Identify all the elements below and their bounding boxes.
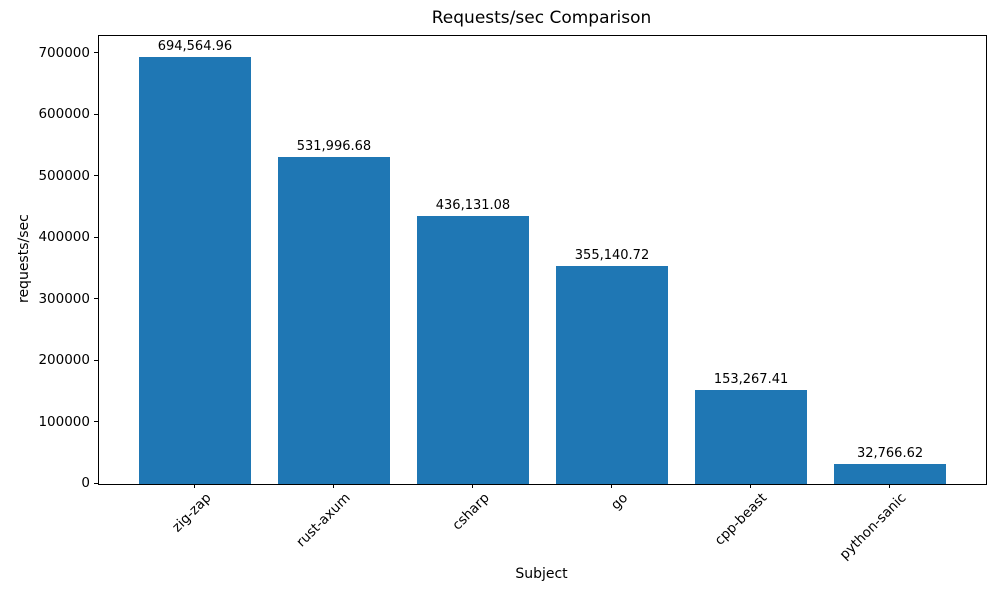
x-tick-label: python-sanic [836, 490, 910, 563]
bar-value-label: 153,267.41 [713, 371, 789, 387]
y-tick-mark [94, 359, 98, 361]
y-tick-label: 700000 [38, 44, 90, 61]
y-tick-mark [94, 175, 98, 177]
bar-go [556, 265, 668, 484]
bar-value-label: 355,140.72 [574, 247, 650, 263]
bar-zig-zap [139, 57, 251, 484]
x-tick-mark [611, 484, 612, 488]
y-tick-mark [94, 236, 98, 238]
bar-csharp [417, 216, 529, 484]
y-tick-mark [94, 298, 98, 300]
x-tick-label: zig-zap [168, 490, 215, 536]
x-tick-mark [889, 484, 891, 488]
x-tick-mark [471, 484, 473, 488]
bar-value-label: 531,996.68 [296, 139, 372, 155]
y-tick-label: 600000 [38, 106, 90, 123]
y-tick-mark [94, 482, 98, 484]
bar-value-label: 694,564.96 [157, 39, 233, 55]
x-tick-mark [750, 484, 752, 488]
x-tick-label: go [608, 490, 632, 514]
y-tick-label: 0 [81, 475, 90, 491]
bar-value-label: 32,766.62 [856, 445, 924, 461]
bar-rust-axum [278, 157, 390, 484]
x-axis-label: Subject [515, 566, 568, 582]
x-tick-mark [193, 484, 195, 488]
y-tick-label: 500000 [38, 167, 90, 184]
y-tick-label: 200000 [38, 352, 90, 369]
x-tick-label: cpp-beast [711, 490, 771, 549]
plot-area: 694,564.96 531,996.68 436,131.08 355,140.72… [98, 35, 987, 485]
y-tick-label: 300000 [38, 290, 90, 307]
bar-value-label: 436,131.08 [435, 198, 511, 214]
x-tick-label: rust-axum [292, 490, 354, 551]
y-tick-label: 400000 [38, 229, 90, 246]
chart-title: Requests/sec Comparison [431, 8, 652, 28]
x-tick-mark [332, 484, 334, 488]
bar-python-sanic [834, 463, 946, 484]
y-tick-mark [94, 421, 98, 423]
bar-cpp-beast [695, 389, 807, 484]
y-tick-label: 100000 [38, 413, 90, 430]
y-tick-mark [94, 113, 98, 115]
y-tick-mark [94, 52, 98, 54]
x-tick-label: csharp [448, 490, 493, 534]
